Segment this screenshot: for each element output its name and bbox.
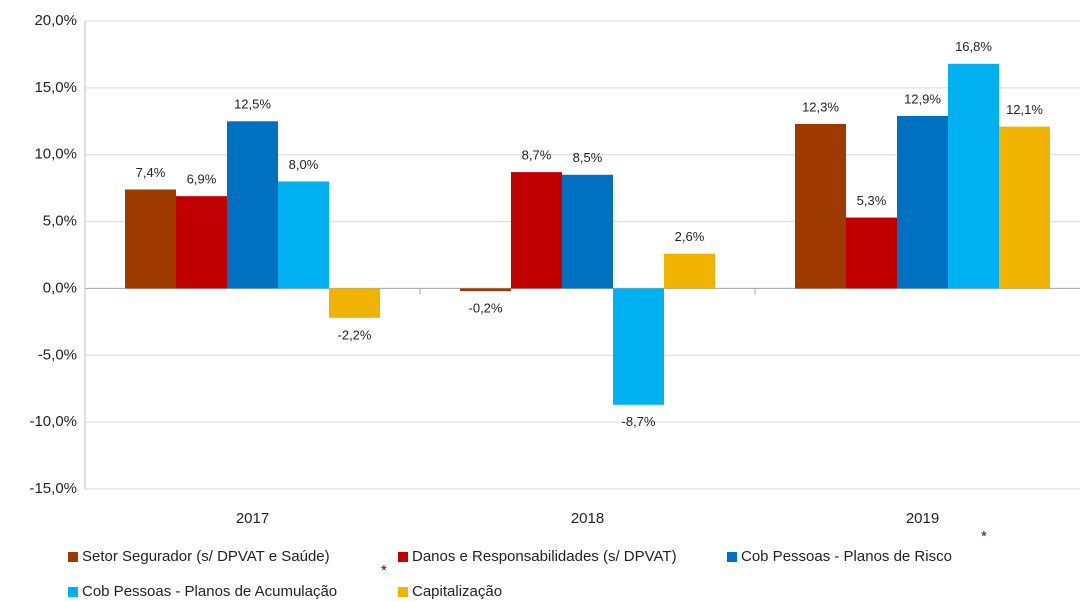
value-label: 8,0%: [289, 157, 319, 172]
legend-swatch: [68, 552, 78, 562]
bar: [613, 288, 664, 405]
value-label: -0,2%: [469, 301, 503, 316]
legend-label: Cob Pessoas - Planos de Acumulação: [82, 583, 337, 600]
annotation: *: [981, 528, 987, 545]
legend-swatch: [727, 552, 737, 562]
bar: [511, 172, 562, 289]
value-label: 12,5%: [234, 97, 271, 112]
legend-label: Cob Pessoas - Planos de Risco: [741, 548, 952, 565]
x-tick-label: 2019: [906, 510, 939, 527]
legend-swatch: [68, 587, 78, 597]
bar: [948, 63, 999, 289]
value-label: 2,6%: [675, 229, 705, 244]
bar: [897, 115, 948, 289]
value-label: 12,3%: [802, 99, 839, 114]
y-tick-label: -15,0%: [29, 480, 77, 497]
value-label: 8,7%: [522, 148, 552, 163]
y-tick-label: -5,0%: [38, 346, 77, 363]
bar: [227, 121, 278, 289]
bar: [278, 181, 329, 289]
bar: [562, 174, 613, 289]
value-label: -2,2%: [338, 327, 372, 342]
value-label: 7,4%: [136, 165, 166, 180]
bar: [125, 189, 176, 289]
x-tick-label: 2018: [571, 510, 604, 527]
value-label: 16,8%: [955, 39, 992, 54]
legend-label: Capitalização: [412, 583, 502, 600]
bar: [795, 123, 846, 289]
x-tick-label: 2017: [236, 510, 269, 527]
annotation: *: [381, 562, 387, 579]
legend-label: Setor Segurador (s/ DPVAT e Saúde): [82, 548, 330, 565]
y-tick-label: -10,0%: [29, 413, 77, 430]
legend-label: Danos e Responsabilidades (s/ DPVAT): [412, 548, 677, 565]
legend-swatch: [398, 587, 408, 597]
bar: [460, 288, 511, 292]
legend-swatch: [398, 552, 408, 562]
value-label: 12,1%: [1006, 102, 1043, 117]
value-label: 12,9%: [904, 91, 941, 106]
y-tick-label: 0,0%: [43, 279, 77, 296]
y-tick-label: 20,0%: [34, 12, 77, 29]
bar: [176, 196, 227, 289]
y-tick-label: 5,0%: [43, 213, 77, 230]
bar: [846, 217, 897, 289]
value-label: 6,9%: [187, 172, 217, 187]
value-label: 8,5%: [573, 150, 603, 165]
value-label: 5,3%: [857, 193, 887, 208]
y-tick-label: 15,0%: [34, 79, 77, 96]
bar: [329, 288, 380, 318]
value-label: -8,7%: [622, 414, 656, 429]
bar: [664, 253, 715, 289]
y-tick-label: 10,0%: [34, 146, 77, 163]
bar: [999, 126, 1050, 289]
